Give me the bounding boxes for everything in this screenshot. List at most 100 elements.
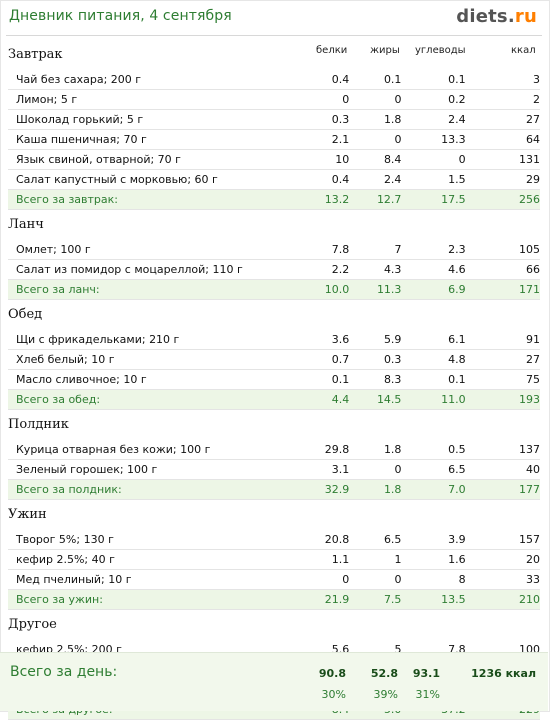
food-carbs: 4.6 <box>401 259 466 280</box>
food-fat: 4.3 <box>349 259 402 280</box>
food-protein: 10 <box>309 149 350 170</box>
food-row[interactable]: Салат капустный с морковью; 60 г 0.4 2.4 1.… <box>8 169 540 190</box>
food-fat: 0 <box>349 569 402 590</box>
food-fat: 5.9 <box>349 330 402 350</box>
food-row[interactable]: Курица отварная без кожи; 100 г 29.8 1.8 0.… <box>8 440 540 460</box>
day-total-label: Всего за день: <box>10 664 118 680</box>
food-fat: 1.8 <box>349 440 402 460</box>
column-header-fat: жиры <box>370 45 400 56</box>
food-fat: 0.1 <box>349 70 402 90</box>
food-fat: 0 <box>349 459 402 480</box>
food-name: Каша пшеничная; 70 г <box>8 129 310 150</box>
section-total-protein: 10.0 <box>309 279 350 300</box>
food-name: Зеленый горошек; 100 г <box>8 459 310 480</box>
food-kcal: 105 <box>465 240 540 260</box>
food-protein: 1.1 <box>309 549 350 570</box>
food-row[interactable]: Омлет; 100 г 7.8 7 2.3 105 <box>8 240 540 260</box>
food-protein: 0 <box>309 89 350 110</box>
food-row[interactable]: Лимон; 5 г 0 0 0.2 2 <box>8 89 540 110</box>
food-carbs: 0.2 <box>401 89 466 110</box>
section-total-kcal: 193 <box>465 389 540 410</box>
food-protein: 0.4 <box>309 169 350 190</box>
food-fat: 8.3 <box>349 369 402 390</box>
section-title: Завтрак <box>8 47 63 62</box>
day-percent-fat: 39% <box>373 688 398 701</box>
food-row[interactable]: Масло сливочное; 10 г 0.1 8.3 0.1 75 <box>8 369 540 390</box>
food-carbs: 8 <box>401 569 466 590</box>
section-total-fat: 11.3 <box>349 279 402 300</box>
section-total-carbs: 17.5 <box>401 189 466 210</box>
food-protein: 20.8 <box>309 530 350 550</box>
site-logo[interactable]: diets.ru <box>456 6 537 27</box>
food-protein: 3.6 <box>309 330 350 350</box>
food-protein: 0.1 <box>309 369 350 390</box>
section-header: Полдник <box>8 410 540 441</box>
section-total-row: Всего за полдник: 32.9 1.8 7.0 177 <box>8 479 540 500</box>
column-header-kcal: ккал <box>511 45 536 56</box>
section-total-kcal: 210 <box>465 589 540 610</box>
food-kcal: 27 <box>465 349 540 370</box>
section-total-carbs: 7.0 <box>401 479 466 500</box>
section-total-label: Всего за завтрак: <box>8 189 310 210</box>
food-name: Шоколад горький; 5 г <box>8 109 310 130</box>
section-total-protein: 32.9 <box>309 479 350 500</box>
food-row[interactable]: Мед пчелиный; 10 г 0 0 8 33 <box>8 569 540 590</box>
food-carbs: 2.3 <box>401 240 466 260</box>
food-kcal: 137 <box>465 440 540 460</box>
food-row[interactable]: Хлеб белый; 10 г 0.7 0.3 4.8 27 <box>8 349 540 370</box>
day-total-kcal: 1236 ккал <box>471 667 536 680</box>
section-header: Ланч <box>8 210 540 241</box>
section-total-protein: 21.9 <box>309 589 350 610</box>
section-total-carbs: 11.0 <box>401 389 466 410</box>
food-name: Мед пчелиный; 10 г <box>8 569 310 590</box>
food-row[interactable]: Зеленый горошек; 100 г 3.1 0 6.5 40 <box>8 459 540 480</box>
section-total-label: Всего за ужин: <box>8 589 310 610</box>
food-row[interactable]: Щи с фрикадельками; 210 г 3.6 5.9 6.1 91 <box>8 330 540 350</box>
food-kcal: 33 <box>465 569 540 590</box>
food-name: Творог 5%; 130 г <box>8 530 310 550</box>
food-kcal: 3 <box>465 70 540 90</box>
food-kcal: 29 <box>465 169 540 190</box>
food-protein: 0.7 <box>309 349 350 370</box>
food-name: Язык свиной, отварной; 70 г <box>8 149 310 170</box>
day-percent-carbs: 31% <box>415 688 440 701</box>
food-name: Омлет; 100 г <box>8 240 310 260</box>
food-carbs: 0.1 <box>401 369 466 390</box>
food-row[interactable]: кефир 2.5%; 40 г 1.1 1 1.6 20 <box>8 549 540 570</box>
section-header: Завтрак <box>8 40 540 70</box>
food-row[interactable]: Творог 5%; 130 г 20.8 6.5 3.9 157 <box>8 530 540 550</box>
section-total-fat: 1.8 <box>349 479 402 500</box>
section-total-kcal: 171 <box>465 279 540 300</box>
food-name: Чай без сахара; 200 г <box>8 70 310 90</box>
food-name: Щи с фрикадельками; 210 г <box>8 330 310 350</box>
food-row[interactable]: Каша пшеничная; 70 г 2.1 0 13.3 64 <box>8 129 540 150</box>
day-total-protein: 90.8 <box>318 667 346 680</box>
food-name: Салат капустный с морковью; 60 г <box>8 169 310 190</box>
food-fat: 6.5 <box>349 530 402 550</box>
day-total-fat: 52.8 <box>370 667 398 680</box>
section-total-row: Всего за обед: 4.4 14.5 11.0 193 <box>8 389 540 410</box>
food-carbs: 6.5 <box>401 459 466 480</box>
food-kcal: 91 <box>465 330 540 350</box>
food-diary-table: Завтрак Чай без сахара; 200 г 0.4 0.1 0.1 3 Ли… <box>8 40 540 720</box>
food-kcal: 40 <box>465 459 540 480</box>
section-total-protein: 4.4 <box>309 389 350 410</box>
section-total-row: Всего за ужин: 21.9 7.5 13.5 210 <box>8 589 540 610</box>
food-fat: 2.4 <box>349 169 402 190</box>
food-name: Салат из помидор с моцареллой; 110 г <box>8 259 310 280</box>
food-kcal: 20 <box>465 549 540 570</box>
food-kcal: 66 <box>465 259 540 280</box>
food-carbs: 4.8 <box>401 349 466 370</box>
section-title: Полдник <box>8 417 69 432</box>
food-protein: 0 <box>309 569 350 590</box>
food-protein: 2.1 <box>309 129 350 150</box>
food-row[interactable]: Чай без сахара; 200 г 0.4 0.1 0.1 3 <box>8 70 540 90</box>
food-row[interactable]: Шоколад горький; 5 г 0.3 1.8 2.4 27 <box>8 109 540 130</box>
food-protein: 0.4 <box>309 70 350 90</box>
day-total-panel: Всего за день: 90.8 52.8 93.1 1236 ккал … <box>0 652 548 711</box>
food-row[interactable]: Салат из помидор с моцареллой; 110 г 2.2 4… <box>8 259 540 280</box>
food-protein: 29.8 <box>309 440 350 460</box>
food-carbs: 0.5 <box>401 440 466 460</box>
food-row[interactable]: Язык свиной, отварной; 70 г 10 8.4 0 131 <box>8 149 540 170</box>
food-carbs: 13.3 <box>401 129 466 150</box>
